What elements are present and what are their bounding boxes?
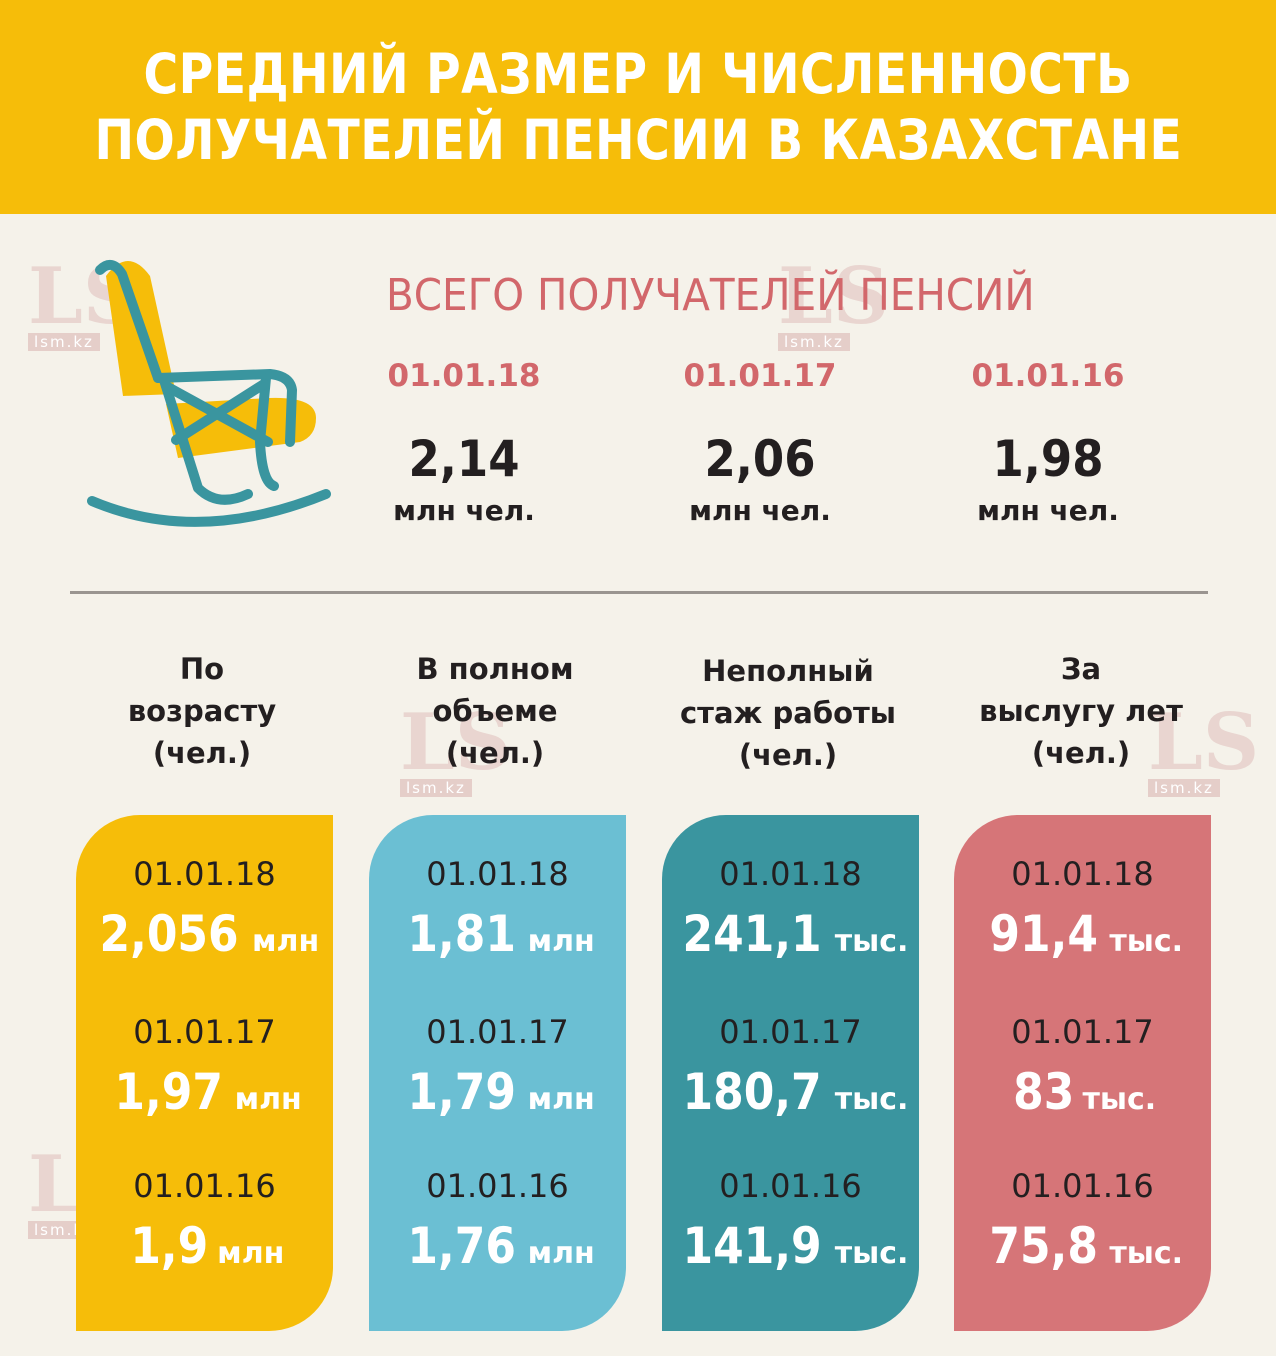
- card-value-unit: тыс.: [834, 1236, 909, 1271]
- card-value-number: 1,9: [129, 1217, 208, 1275]
- card-entry: 01.01.18 91,4 тыс.: [954, 855, 1211, 963]
- card-value: 1,79 млн: [369, 1063, 626, 1121]
- total-value: 1,98: [992, 430, 1104, 488]
- card-entry: 01.01.18 1,81 млн: [369, 855, 626, 963]
- category-card: 01.01.18 1,81 млн 01.01.17 1,79 млн 01.01.16 1,…: [369, 815, 626, 1331]
- card-entry: 01.01.16 1,76 млн: [369, 1167, 626, 1275]
- card-date: 01.01.16: [1011, 1167, 1154, 1205]
- card-entry: 01.01.16 75,8 тыс.: [954, 1167, 1211, 1275]
- title-line-2: ПОЛУЧАТЕЛЕЙ ПЕНСИИ В КАЗАХСТАНЕ: [94, 108, 1182, 172]
- card-value-number: 1,81: [407, 905, 517, 963]
- card-date: 01.01.17: [1011, 1013, 1154, 1051]
- card-value-number: 83: [1013, 1063, 1075, 1121]
- watermark: LS lsm.kz: [1148, 697, 1260, 797]
- category-title-service: За выслугу лет (чел.): [979, 652, 1183, 770]
- card-date: 01.01.18: [133, 855, 276, 893]
- watermark: LS lsm.kz: [400, 697, 512, 797]
- card-value-number: 75,8: [989, 1217, 1098, 1275]
- card-value-number: 241,1: [682, 905, 822, 963]
- card-value: 241,1 тыс.: [662, 905, 919, 963]
- total-date: 01.01.17: [683, 358, 837, 394]
- watermark-site: lsm.kz: [1148, 779, 1220, 797]
- watermark-site: lsm.kz: [400, 779, 472, 797]
- card-date: 01.01.17: [426, 1013, 569, 1051]
- total-value: 2,14: [408, 430, 520, 488]
- category-card: 01.01.18 2,056 млн 01.01.17 1,97 млн 01.01.16 1…: [76, 815, 333, 1331]
- watermark-site: lsm.kz: [28, 333, 100, 351]
- category-title-age: По возрасту (чел.): [127, 652, 277, 770]
- card-value-number: 2,056: [99, 905, 239, 963]
- card-value: 1,81 млн: [369, 905, 626, 963]
- title-line-1: СРЕДНИЙ РАЗМЕР И ЧИСЛЕННОСТЬ: [143, 42, 1133, 106]
- card-date: 01.01.16: [719, 1167, 862, 1205]
- watermark-logo: LS: [1148, 697, 1260, 788]
- card-value: 1,97 млн: [76, 1063, 333, 1121]
- watermark-logo: LS: [400, 697, 512, 788]
- watermark-logo: LS: [778, 251, 890, 342]
- card-value: 1,76 млн: [369, 1217, 626, 1275]
- card-value-unit: тыс.: [1109, 1236, 1184, 1271]
- card-date: 01.01.18: [1011, 855, 1154, 893]
- total-column: 01.01.18 2,14 млн чел.: [354, 358, 574, 527]
- card-value: 83 тыс.: [954, 1063, 1211, 1121]
- total-unit: млн чел.: [977, 494, 1119, 527]
- card-value-unit: тыс.: [834, 924, 909, 959]
- card-value-unit: тыс.: [1109, 924, 1184, 959]
- category-card: 01.01.18 241,1 тыс. 01.01.17 180,7 тыс. 01.01.…: [662, 815, 919, 1331]
- card-entry: 01.01.17 180,7 тыс.: [662, 1013, 919, 1121]
- card-entry: 01.01.18 241,1 тыс.: [662, 855, 919, 963]
- category-title-full: В полном объеме (чел.): [416, 652, 574, 770]
- card-value: 91,4 тыс.: [954, 905, 1211, 963]
- card-entry: 01.01.16 141,9 тыс.: [662, 1167, 919, 1275]
- divider: [70, 591, 1208, 594]
- total-value: 2,06: [704, 430, 816, 488]
- header-banner: СРЕДНИЙ РАЗМЕР И ЧИСЛЕННОСТЬ ПОЛУЧАТЕЛЕЙ…: [0, 0, 1276, 214]
- card-date: 01.01.17: [133, 1013, 276, 1051]
- card-value-unit: млн: [234, 1082, 302, 1117]
- card-date: 01.01.18: [719, 855, 862, 893]
- card-entry: 01.01.16 1,9 млн: [76, 1167, 333, 1275]
- total-unit: млн чел.: [393, 494, 535, 527]
- card-value-unit: млн: [217, 1236, 285, 1271]
- card-date: 01.01.16: [426, 1167, 569, 1205]
- card-value-number: 1,79: [407, 1063, 517, 1121]
- card-value: 1,9 млн: [76, 1217, 333, 1275]
- watermark-site: lsm.kz: [778, 333, 850, 351]
- category-title-partial: Неполный стаж работы (чел.): [679, 654, 897, 772]
- total-date: 01.01.16: [971, 358, 1125, 394]
- card-value: 141,9 тыс.: [662, 1217, 919, 1275]
- watermark: LS lsm.kz: [778, 251, 890, 351]
- card-entry: 01.01.18 2,056 млн: [76, 855, 333, 963]
- card-value: 2,056 млн: [76, 905, 333, 963]
- total-column: 01.01.16 1,98 млн чел.: [938, 358, 1158, 527]
- card-value-number: 141,9: [682, 1217, 822, 1275]
- card-value-number: 1,97: [114, 1063, 224, 1121]
- card-value: 180,7 тыс.: [662, 1063, 919, 1121]
- card-entry: 01.01.17 83 тыс.: [954, 1013, 1211, 1121]
- card-date: 01.01.18: [426, 855, 569, 893]
- card-value-unit: млн: [251, 924, 320, 959]
- category-card: 01.01.18 91,4 тыс. 01.01.17 83 тыс. 01.01.16 75…: [954, 815, 1211, 1331]
- card-value: 75,8 тыс.: [954, 1217, 1211, 1275]
- card-value-number: 180,7: [682, 1063, 822, 1121]
- card-value-unit: тыс.: [1082, 1082, 1157, 1117]
- card-value-number: 1,76: [407, 1217, 517, 1275]
- card-date: 01.01.17: [719, 1013, 862, 1051]
- total-title: ВСЕГО ПОЛУЧАТЕЛЕЙ ПЕНСИЙ: [386, 270, 1035, 321]
- card-entry: 01.01.17 1,79 млн: [369, 1013, 626, 1121]
- card-date: 01.01.16: [133, 1167, 276, 1205]
- card-value-unit: тыс.: [834, 1082, 909, 1117]
- card-value-unit: млн: [527, 1236, 595, 1271]
- card-value-unit: млн: [527, 1082, 595, 1117]
- total-column: 01.01.17 2,06 млн чел.: [650, 358, 870, 527]
- card-value-number: 91,4: [989, 905, 1098, 963]
- card-value-unit: млн: [527, 924, 595, 959]
- rocking-chair-icon: [87, 259, 331, 527]
- card-entry: 01.01.17 1,97 млн: [76, 1013, 333, 1121]
- total-date: 01.01.18: [387, 358, 541, 394]
- total-unit: млн чел.: [689, 494, 831, 527]
